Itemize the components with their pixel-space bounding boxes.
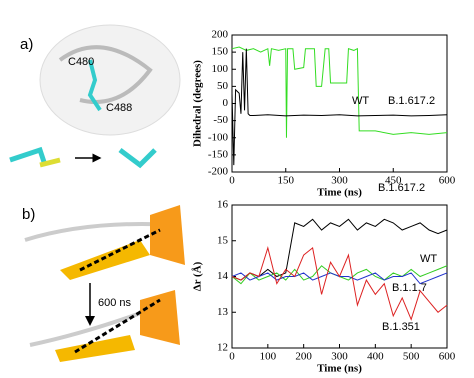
y-tick-label: 50 (217, 80, 229, 92)
y-axis-label: Dihedral (degrees) (192, 60, 204, 147)
x-tick-label: 150 (278, 175, 295, 187)
y-tick-label: 0 (223, 97, 229, 109)
series-line (231, 48, 448, 166)
x-tick-label: 500 (403, 351, 420, 363)
y-axis-label: Δr (Å) (192, 261, 204, 291)
x-tick-label: 450 (385, 175, 402, 187)
y-tick-label: -150 (208, 148, 229, 160)
y-tick-label: 16 (217, 199, 229, 211)
y-tick-label: 200 (212, 29, 229, 41)
legend-label: WT (420, 253, 437, 265)
y-tick-label: 14 (217, 270, 229, 282)
x-tick-label: 600 (439, 175, 456, 187)
legend-label: B.1.351 (382, 321, 420, 333)
structure-images (9, 24, 185, 362)
x-tick-label: 200 (295, 351, 312, 363)
y-tick-label: 13 (217, 306, 229, 318)
y-tick-label: -200 (208, 166, 229, 178)
x-tick-label: 400 (367, 351, 384, 363)
y-tick-label: 100 (212, 63, 229, 75)
residue-label: C480 (68, 56, 94, 68)
legend-label: WT (352, 95, 369, 107)
legend-label: B.1.1.7 (392, 282, 427, 294)
x-axis-label: Time (ns) (317, 363, 362, 375)
series-line (231, 218, 448, 281)
panel-label: b) (22, 206, 35, 223)
x-tick-label: 600 (439, 351, 456, 363)
y-tick-label: 150 (212, 46, 229, 58)
x-tick-label: 0 (229, 351, 235, 363)
x-tick-label: 0 (229, 175, 235, 187)
y-tick-label: -100 (208, 131, 229, 143)
legend-label: B.1.617.2 (388, 95, 435, 107)
x-tick-label: 100 (260, 351, 277, 363)
y-tick-label: 15 (217, 234, 229, 246)
time-label: 600 ns (98, 297, 132, 309)
residue-label: C488 (106, 102, 132, 114)
panel-label: a) (20, 36, 33, 53)
x-tick-label: 300 (331, 175, 348, 187)
series-line (231, 46, 448, 138)
y-tick-label: 12 (217, 342, 228, 354)
x-tick-label: 300 (331, 351, 348, 363)
series-line (231, 246, 448, 321)
legend-label: B.1.617.2 (378, 182, 425, 194)
y-tick-label: -50 (213, 114, 228, 126)
x-axis-label: Time (ns) (317, 187, 362, 199)
